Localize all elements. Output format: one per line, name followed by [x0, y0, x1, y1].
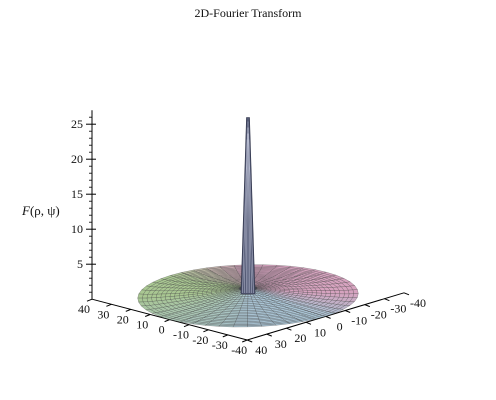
surface-patch [244, 298, 248, 300]
y-tick-mark [267, 334, 272, 336]
surface-patch [236, 319, 247, 321]
y-tick-label: -20 [371, 308, 387, 322]
y-tick-label: -30 [390, 302, 406, 316]
surface-patch [247, 325, 261, 327]
z-axis-label: F(ρ, ψ) [22, 203, 60, 219]
surface-patch [243, 300, 248, 302]
peak-group [241, 118, 255, 295]
surface-patch [245, 295, 248, 297]
surface-patch [234, 323, 247, 324]
surface-patch [241, 307, 248, 309]
z-axis-label-function: F [22, 203, 30, 218]
x-tick-label: -20 [192, 333, 208, 347]
x-tick-mark [87, 299, 92, 301]
y-tick-label: 40 [255, 343, 267, 357]
x-tick-mark [203, 330, 208, 332]
surface-patch [236, 320, 248, 322]
y-tick-mark [404, 293, 409, 295]
surface-patch [242, 304, 248, 306]
z-tick-label: 5 [77, 257, 83, 271]
y-tick-mark [345, 311, 350, 313]
surface-patch [321, 291, 326, 294]
surface-patch [233, 326, 248, 327]
y-tick-label: 0 [337, 319, 343, 333]
y-tick-mark [326, 316, 331, 318]
y-tick-label: -10 [351, 314, 367, 328]
x-tick-mark [165, 320, 170, 322]
y-tick-label: 30 [275, 337, 287, 351]
surface-patch [335, 290, 340, 293]
y-tick-label: 10 [314, 325, 326, 339]
y-tick-label: -40 [410, 296, 426, 310]
x-tick-mark [145, 315, 150, 317]
surface-patch [237, 317, 248, 319]
y-tick-mark [306, 322, 311, 324]
surface-patch [156, 297, 161, 301]
surface-patch [244, 297, 248, 299]
surface-patch [238, 314, 248, 316]
x-tick-label: 10 [136, 318, 148, 332]
surface-patch [330, 291, 335, 294]
z-axis-label-args: (ρ, ψ) [30, 203, 60, 218]
surface-patch [325, 293, 330, 296]
x-tick-mark [126, 309, 131, 311]
surface-patch [138, 298, 143, 302]
x-tick-mark [223, 335, 228, 337]
y-tick-mark [286, 328, 291, 330]
surface-patch [241, 305, 248, 307]
surface-patch [326, 291, 331, 294]
x-tick-label: -30 [212, 338, 228, 352]
z-tick-label: 20 [71, 152, 83, 166]
y-tick-label: 20 [294, 331, 306, 345]
surface-patch [330, 294, 335, 297]
z-tick-label: 25 [71, 117, 83, 131]
surface-patch [242, 302, 247, 304]
x-tick-mark [184, 325, 189, 327]
x-tick-mark [106, 304, 111, 306]
surface-patch [237, 302, 243, 304]
surface-patch [316, 291, 321, 294]
surface-patch [239, 311, 247, 313]
y-tick-mark [365, 305, 370, 307]
surface-patch [219, 325, 234, 327]
z-tick-label: 15 [71, 187, 83, 201]
surface-patch [344, 290, 349, 294]
x-tick-label: -40 [231, 343, 247, 357]
x-tick-label: 20 [117, 312, 129, 326]
chart-title: 2D-Fourier Transform [0, 6, 496, 21]
surface-patch [239, 312, 248, 314]
surface-patch [235, 322, 248, 324]
y-tick-mark [247, 340, 252, 342]
x-tick-label: -10 [173, 328, 189, 342]
x-tick-label: 30 [97, 307, 109, 321]
z-tick-label: 10 [71, 222, 83, 236]
surface-patch [138, 294, 144, 298]
x-tick-label: 0 [159, 323, 165, 337]
y-tick-mark [384, 299, 389, 301]
x-tick-mark [242, 340, 247, 342]
surface-patch [339, 290, 344, 294]
x-tick-label: 40 [78, 302, 90, 316]
